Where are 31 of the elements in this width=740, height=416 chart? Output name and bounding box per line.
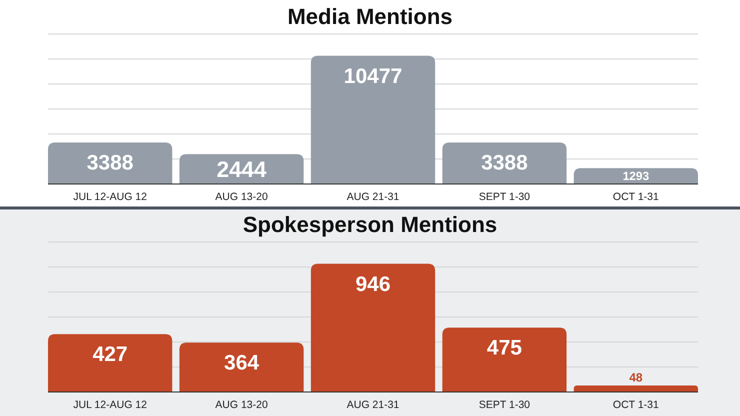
x-tick-label: OCT 1-31	[612, 399, 659, 411]
data-label: 946	[355, 272, 391, 296]
chart-title: Media Mentions	[287, 4, 453, 29]
bar	[48, 334, 172, 392]
x-tick-label: OCT 1-31	[612, 191, 659, 203]
data-label: 3388	[481, 152, 528, 175]
bar	[310, 264, 436, 392]
x-tick-label: JUL 12-AUG 12	[73, 399, 148, 411]
data-label: 1293	[622, 169, 650, 184]
bar	[574, 168, 698, 184]
data-label: 427	[92, 343, 128, 366]
bar	[442, 142, 567, 184]
data-label: 364	[224, 352, 260, 375]
data-label: 48	[629, 370, 643, 384]
x-tick-label: JUL 12-AUG 12	[73, 191, 148, 203]
x-tick-label: AUG 21-31	[346, 191, 400, 203]
bar	[48, 142, 172, 184]
x-tick-label: AUG 21-31	[346, 399, 400, 411]
x-tick-label: AUG 13-20	[215, 191, 268, 203]
data-label: 2444	[216, 156, 268, 182]
bar	[310, 56, 436, 184]
x-tick-label: SEPT 1-30	[478, 399, 530, 411]
bar	[179, 342, 304, 392]
x-tick-label: SEPT 1-30	[478, 191, 530, 203]
data-label: 3388	[86, 152, 134, 175]
data-label: 475	[486, 336, 522, 360]
data-label: 10477	[344, 64, 402, 88]
chart-title: Spokesperson Mentions	[242, 212, 498, 237]
x-tick-label: AUG 13-20	[215, 399, 268, 411]
bar	[574, 385, 698, 392]
bar	[442, 328, 567, 392]
